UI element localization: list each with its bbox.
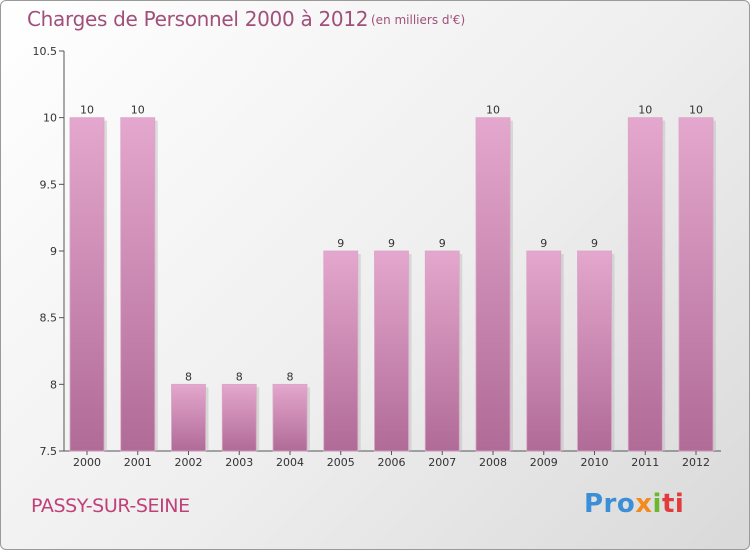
x-tick-label: 2006 <box>378 456 406 469</box>
x-tick-label: 2009 <box>530 456 558 469</box>
x-tick-label: 2005 <box>327 456 355 469</box>
bar <box>627 117 663 452</box>
bar <box>424 250 460 452</box>
data-label: 10 <box>689 104 703 117</box>
logo-part: ti <box>661 489 685 519</box>
data-label: 10 <box>486 104 500 117</box>
x-tick-label: 2000 <box>73 456 101 469</box>
x-tick-label: 2012 <box>682 456 710 469</box>
bar <box>374 250 409 452</box>
bar <box>120 117 156 452</box>
bar <box>171 383 206 452</box>
chart-title: Charges de Personnel 2000 à 2012 <box>27 7 369 31</box>
y-tick-label: 9 <box>50 245 57 258</box>
bar <box>577 250 612 452</box>
bar <box>678 117 714 452</box>
bar <box>272 383 308 452</box>
y-tick-label: 9.5 <box>40 178 58 191</box>
x-tick-label: 2008 <box>479 456 507 469</box>
data-label: 8 <box>185 370 192 383</box>
data-label: 10 <box>638 104 652 117</box>
data-label: 10 <box>80 104 94 117</box>
logo-part: x <box>635 489 653 519</box>
x-tick-label: 2004 <box>276 456 304 469</box>
data-label: 9 <box>388 237 395 250</box>
y-tick-label: 8.5 <box>40 312 58 325</box>
y-tick-label: 8 <box>50 378 57 391</box>
data-label: 10 <box>131 104 145 117</box>
x-tick-label: 2007 <box>428 456 456 469</box>
logo-part: i <box>652 489 662 519</box>
data-label: 9 <box>591 237 598 250</box>
logo-part: Pro <box>584 489 636 519</box>
proxiti-logo: Proxiti <box>584 489 684 519</box>
y-tick-label: 10.5 <box>33 45 58 58</box>
data-label: 8 <box>287 370 294 383</box>
x-tick-label: 2011 <box>631 456 659 469</box>
x-tick-label: 2001 <box>124 456 152 469</box>
bar <box>475 117 511 452</box>
data-label: 9 <box>540 237 547 250</box>
x-tick-label: 2010 <box>581 456 609 469</box>
y-tick-label: 10 <box>43 112 57 125</box>
bar <box>69 117 105 452</box>
place-name: PASSY-SUR-SEINE <box>31 495 190 517</box>
bar <box>221 383 257 452</box>
data-label: 8 <box>236 370 243 383</box>
data-label: 9 <box>337 237 344 250</box>
chart-subtitle: (en milliers d'€) <box>371 13 466 27</box>
bar <box>526 250 562 452</box>
x-tick-label: 2002 <box>175 456 203 469</box>
bar <box>323 250 359 452</box>
y-tick-label: 7.5 <box>40 445 58 458</box>
x-tick-label: 2003 <box>225 456 253 469</box>
data-label: 9 <box>439 237 446 250</box>
